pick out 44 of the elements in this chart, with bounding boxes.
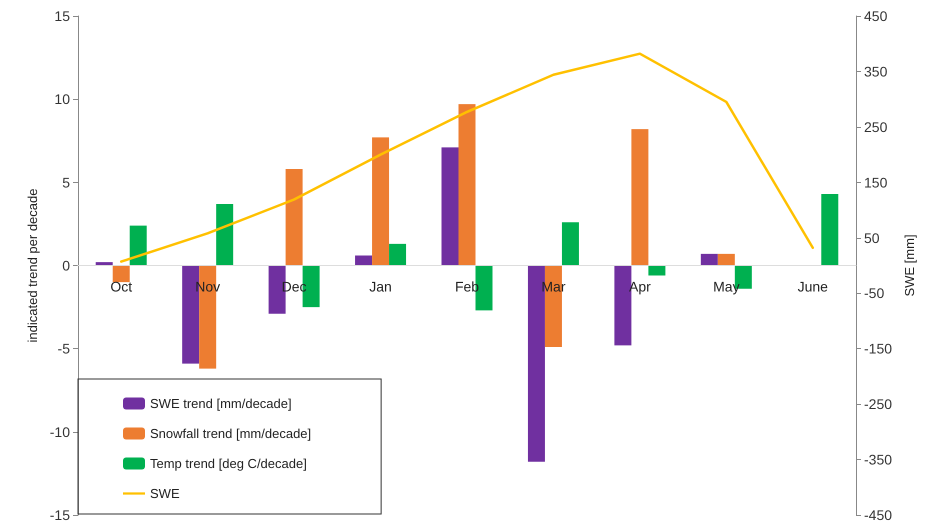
bar <box>372 137 390 266</box>
y-tick-label: 0 <box>62 258 70 274</box>
x-tick-label: May <box>713 278 740 294</box>
bar <box>821 194 838 266</box>
bar <box>96 262 113 266</box>
y2-tick-label: -50 <box>864 285 884 302</box>
y2-tick-label: 50 <box>864 230 880 246</box>
y2-tick-label: 250 <box>864 118 888 135</box>
y2-tick-label: -250 <box>864 396 892 412</box>
bar <box>112 266 130 282</box>
legend-label: Snowfall trend [mm/decade] <box>150 426 312 441</box>
y-tick-label: 15 <box>54 8 70 24</box>
y2-tick-label: 150 <box>864 174 888 190</box>
bar <box>458 104 476 266</box>
legend-label: SWE trend [mm/decade] <box>150 396 292 411</box>
y2-axis-title: SWE [mm] <box>902 234 917 297</box>
y-tick-label: -15 <box>50 507 70 523</box>
bar <box>286 169 303 266</box>
bar <box>442 147 458 266</box>
y2-tick-label: -350 <box>864 452 892 468</box>
y2-tick-label: -150 <box>864 340 892 357</box>
y2-tick-label: 450 <box>864 8 888 24</box>
y-tick-label: -10 <box>50 424 70 440</box>
y-axis-title: indicated trend per decade <box>24 188 40 342</box>
x-tick-label: Oct <box>110 278 132 294</box>
bar <box>648 266 666 276</box>
bar <box>700 254 718 266</box>
bar <box>631 129 648 266</box>
bar <box>718 254 735 266</box>
bar <box>216 204 234 266</box>
legend-label: Temp trend [deg C/decade] <box>150 456 307 471</box>
y2-tick-label: -450 <box>864 507 892 523</box>
bar <box>130 226 147 266</box>
line-series <box>120 52 814 263</box>
x-tick-label: Jan <box>369 278 392 294</box>
y-tick-label: 5 <box>62 174 70 190</box>
bar <box>389 244 406 266</box>
y-tick-label: 10 <box>54 91 70 108</box>
bar <box>562 222 579 266</box>
legend-label: SWE <box>150 486 180 501</box>
y-tick-label: -5 <box>58 340 70 357</box>
y2-tick-label: 350 <box>864 63 888 80</box>
bar <box>355 256 372 266</box>
x-tick-label: June <box>798 278 828 294</box>
